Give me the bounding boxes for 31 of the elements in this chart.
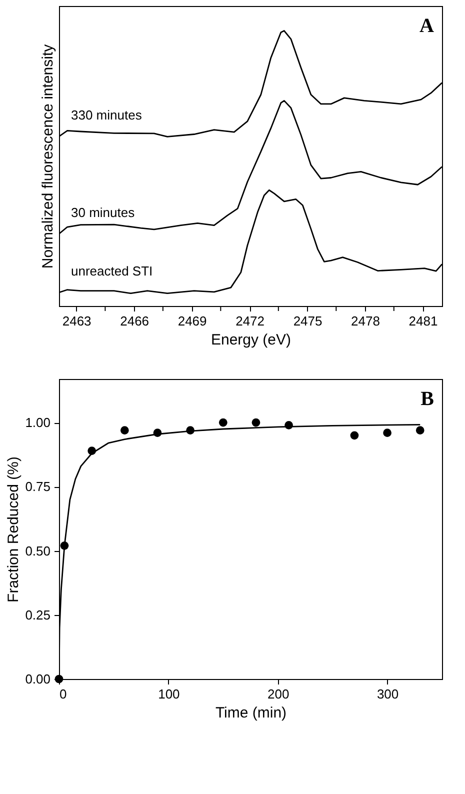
point <box>416 426 424 434</box>
x-tick-label: 2478 <box>351 314 380 328</box>
point <box>218 418 228 427</box>
x-tick-label: 100 <box>158 686 180 702</box>
y-tick-label: 1.00 <box>25 415 50 430</box>
point <box>120 426 129 434</box>
annotation: A <box>420 15 435 37</box>
series-label: unreacted STI <box>71 264 153 279</box>
y-axis-title: Normalized fluorescence intensity <box>40 44 56 269</box>
x-tick-label: 2475 <box>293 314 322 328</box>
point <box>383 428 392 438</box>
x-tick-label: 2466 <box>120 314 150 328</box>
x-axis-title: Energy (eV) <box>210 332 292 348</box>
x-tick-label: 300 <box>376 686 399 702</box>
y-tick-label: 0.50 <box>25 543 50 558</box>
y-tick-label: 0.75 <box>25 479 50 494</box>
annotation: B <box>420 388 434 410</box>
y-axis-title: Fraction Reduced (%) <box>5 456 22 602</box>
x-tick-label: 2481 <box>408 314 438 328</box>
y-tick-label: 0.00 <box>25 672 50 686</box>
x-tick-label: 2469 <box>178 314 207 328</box>
y-tick-label: 0.25 <box>25 607 50 622</box>
series-label: 330 minutes <box>71 107 142 122</box>
point <box>350 431 359 440</box>
x-tick-label: 0 <box>60 686 67 702</box>
x-axis-title: Time (min) <box>215 704 287 722</box>
point <box>252 418 260 427</box>
x-tick-label: 200 <box>268 686 290 702</box>
x-tick-label: 2472 <box>236 314 264 328</box>
x-tick-label: 2463 <box>62 314 92 328</box>
series-label: 30 minutes <box>71 204 136 220</box>
